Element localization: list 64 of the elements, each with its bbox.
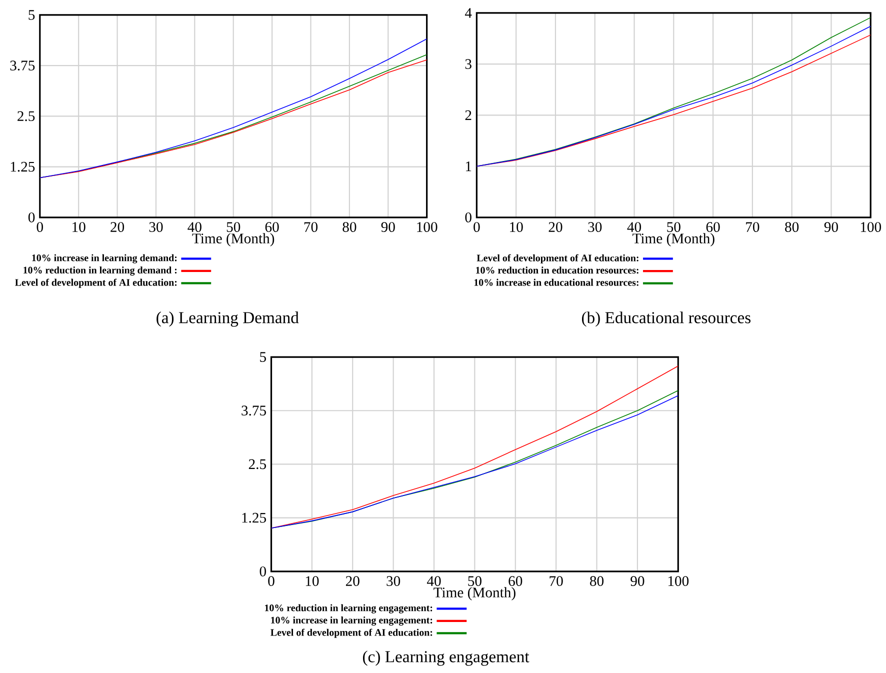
legend-label: 10% reduction in education resources: xyxy=(476,266,638,274)
x-tick-label: 50 xyxy=(468,576,482,586)
y-tick-label: 1 xyxy=(466,161,472,172)
x-tick-label: 0 xyxy=(36,222,43,232)
x-tick-label: 80 xyxy=(785,222,799,232)
x-tick-label: 60 xyxy=(265,222,279,232)
text: (b) Educational resources xyxy=(582,312,750,327)
x-tick-label: 20 xyxy=(346,576,360,586)
x-tick-label: 10 xyxy=(510,222,523,232)
x-tick-label: 50 xyxy=(226,222,240,232)
y-tick-label: 0 xyxy=(465,212,472,222)
y-tick-label: 5 xyxy=(28,10,35,20)
y-tick-label: 1.25 xyxy=(242,512,266,523)
y-tick-label: 2.5 xyxy=(248,459,266,470)
x-tick-label: 70 xyxy=(550,576,563,586)
y-tick-label: 3 xyxy=(465,59,472,69)
legend-label: 10% increase in learning demand: xyxy=(32,254,177,264)
y-tick-label: 3.75 xyxy=(10,60,35,70)
text: (c) Learning engagement xyxy=(362,650,530,666)
x-axis-title: Time (Month) xyxy=(192,233,274,246)
x-tick-label: 80 xyxy=(590,576,604,586)
x-tick-label: 40 xyxy=(627,222,642,232)
legend-label: 10% reduction in learning demand : xyxy=(24,266,177,276)
x-tick-label: 40 xyxy=(426,576,441,586)
x-tick-label: 100 xyxy=(668,576,689,586)
x-tick-label: 90 xyxy=(381,222,395,232)
y-tick-label: 2 xyxy=(465,110,472,120)
legend-label: 10% increase in educational resources: xyxy=(474,278,638,286)
x-tick-label: 100 xyxy=(860,222,882,232)
x-tick-label: 100 xyxy=(417,222,438,232)
x-tick-label: 40 xyxy=(188,222,202,232)
x-tick-label: 20 xyxy=(548,222,562,232)
legend-label: 10% increase in learning engagement: xyxy=(271,616,432,626)
y-tick-label: 0 xyxy=(28,212,35,222)
legend-label: Level of development of AI education: xyxy=(270,628,432,638)
x-tick-label: 10 xyxy=(72,222,86,232)
x-tick-label: 20 xyxy=(110,222,124,232)
legend-label: 10% reduction in learning engagement: xyxy=(265,604,432,614)
x-axis-title: Time (Month) xyxy=(632,233,714,246)
y-tick-label: 5 xyxy=(260,352,266,362)
x-tick-label: 60 xyxy=(508,576,522,586)
x-tick-label: 30 xyxy=(149,222,163,232)
x-tick-label: 60 xyxy=(706,222,720,232)
legend-label: Level of development of AI education: xyxy=(15,278,177,288)
line-series xyxy=(271,366,678,528)
x-tick-label: 90 xyxy=(824,222,838,232)
x-tick-label: 30 xyxy=(386,576,400,586)
x-tick-label: 50 xyxy=(667,222,680,232)
x-tick-label: 80 xyxy=(342,222,356,232)
legend-label: Level of development of AI education: xyxy=(476,254,638,264)
y-tick-label: 4 xyxy=(464,8,472,18)
x-tick-label: 30 xyxy=(588,222,602,232)
y-tick-label: 0 xyxy=(260,566,266,576)
x-tick-label: 10 xyxy=(306,576,319,586)
x-axis-title: Time (Month) xyxy=(434,587,516,600)
x-tick-label: 70 xyxy=(304,222,318,232)
y-tick-label: 1.25 xyxy=(10,162,35,172)
x-tick-label: 0 xyxy=(268,576,274,586)
x-tick-label: 70 xyxy=(746,222,760,232)
y-tick-label: 2.5 xyxy=(18,111,35,122)
text: (a) Learning Demand xyxy=(156,311,299,327)
x-tick-label: 0 xyxy=(474,222,480,232)
x-tick-label: 90 xyxy=(630,576,644,586)
y-tick-label: 3.75 xyxy=(242,406,266,416)
